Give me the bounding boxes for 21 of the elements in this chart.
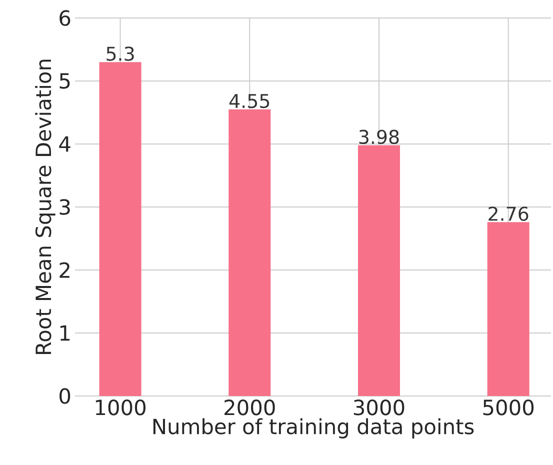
y-tick-label: 6: [60, 10, 70, 26]
y-tick-label: 0: [60, 388, 70, 404]
x-tick-label: 3000: [354, 400, 404, 416]
y-tick-label: 4: [59, 136, 70, 152]
bar: [358, 145, 400, 396]
data-label: 3.98: [359, 130, 399, 144]
data-label: 5.3: [106, 46, 134, 61]
y-tick-label: 2: [60, 262, 70, 278]
bar: [99, 62, 142, 396]
bar: [228, 109, 271, 396]
x-tick-label: 5000: [483, 400, 534, 416]
x-axis-title: Number of training data points: [153, 418, 474, 438]
y-tick-label: 3: [60, 199, 70, 215]
bar: [487, 222, 530, 396]
x-tick-label: 2000: [224, 400, 275, 416]
y-tick-label: 5: [60, 73, 70, 89]
y-axis-title: Root Mean Square Deviation: [35, 60, 56, 354]
y-tick-label: 1: [60, 325, 70, 341]
data-label: 2.76: [488, 206, 528, 221]
x-tick-label: 1000: [96, 400, 146, 416]
data-label: 4.55: [229, 94, 270, 108]
